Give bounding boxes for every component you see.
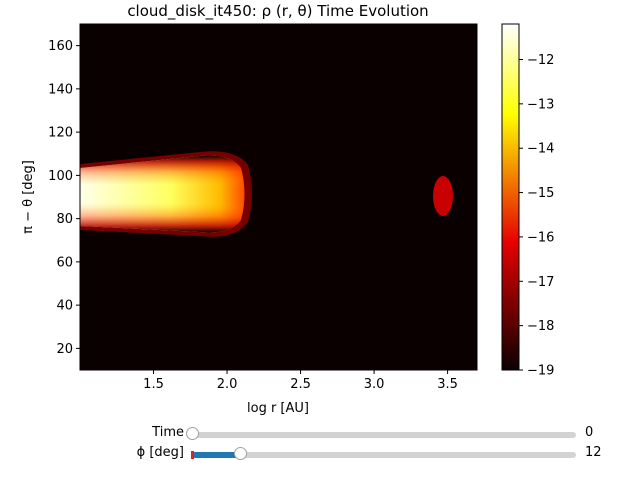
phi-slider-handle[interactable]	[233, 447, 247, 460]
colorbar-tick-label: −15	[527, 186, 554, 201]
colorbar-tick-label: −12	[527, 53, 554, 68]
colorbar-tick-label: −18	[527, 319, 554, 334]
time-slider-label: Time	[152, 425, 184, 440]
colorbar-ticks: −12 −13 −14 −15 −16 −17 −18 −19	[519, 53, 554, 379]
phi-slider-fill	[192, 452, 240, 458]
x-axis: 1.5 2.0 2.5 3.0 3.5	[143, 370, 458, 392]
phi-slider-initial-marker	[191, 451, 194, 459]
y-tick-label: 80	[56, 212, 73, 227]
colorbar-tick-label: −16	[527, 230, 554, 245]
x-axis-label: log r [AU]	[247, 401, 309, 416]
chart-title: cloud_disk_it450: ρ (r, θ) Time Evolutio…	[127, 2, 428, 21]
time-slider[interactable]: Time 0	[0, 424, 640, 444]
plot-frame	[79, 23, 478, 371]
phi-slider-label: ϕ [deg]	[136, 445, 184, 460]
y-axis: 20 40 60 80 100 120 140 160	[48, 39, 80, 357]
y-tick-label: 20	[56, 342, 73, 357]
cloud-blob	[433, 176, 453, 216]
colorbar-tick-label: −19	[527, 364, 554, 379]
time-slider-handle[interactable]	[185, 427, 199, 440]
y-tick-label: 120	[48, 126, 73, 141]
colorbar: −12 −13 −14 −15 −16 −17 −18 −19	[501, 23, 554, 379]
time-slider-value: 0	[585, 425, 594, 440]
y-tick-label: 40	[56, 299, 73, 314]
x-tick-label: 3.5	[437, 377, 458, 392]
y-tick-label: 160	[48, 39, 73, 54]
time-slider-track[interactable]	[192, 432, 576, 438]
x-tick-label: 1.5	[143, 377, 164, 392]
plot-area[interactable]	[80, 24, 477, 370]
x-tick-label: 2.5	[290, 377, 311, 392]
x-tick-label: 2.0	[217, 377, 238, 392]
colorbar-tick-label: −13	[527, 97, 554, 112]
y-tick-label: 60	[56, 255, 73, 270]
disk-shading	[80, 155, 245, 233]
y-axis-label: π − θ [deg]	[21, 160, 36, 234]
y-tick-label: 140	[48, 82, 73, 97]
phi-slider-track[interactable]	[192, 452, 576, 458]
cloud-blob-shape	[433, 176, 453, 216]
phi-slider-value: 12	[585, 445, 602, 460]
colorbar-gradient	[501, 23, 520, 371]
x-tick-label: 3.0	[364, 377, 385, 392]
phi-slider[interactable]: ϕ [deg] 12	[0, 444, 640, 464]
disk-feature	[80, 151, 252, 237]
colorbar-tick-label: −14	[527, 142, 554, 157]
colorbar-tick-label: −17	[527, 275, 554, 290]
y-tick-label: 100	[48, 169, 73, 184]
